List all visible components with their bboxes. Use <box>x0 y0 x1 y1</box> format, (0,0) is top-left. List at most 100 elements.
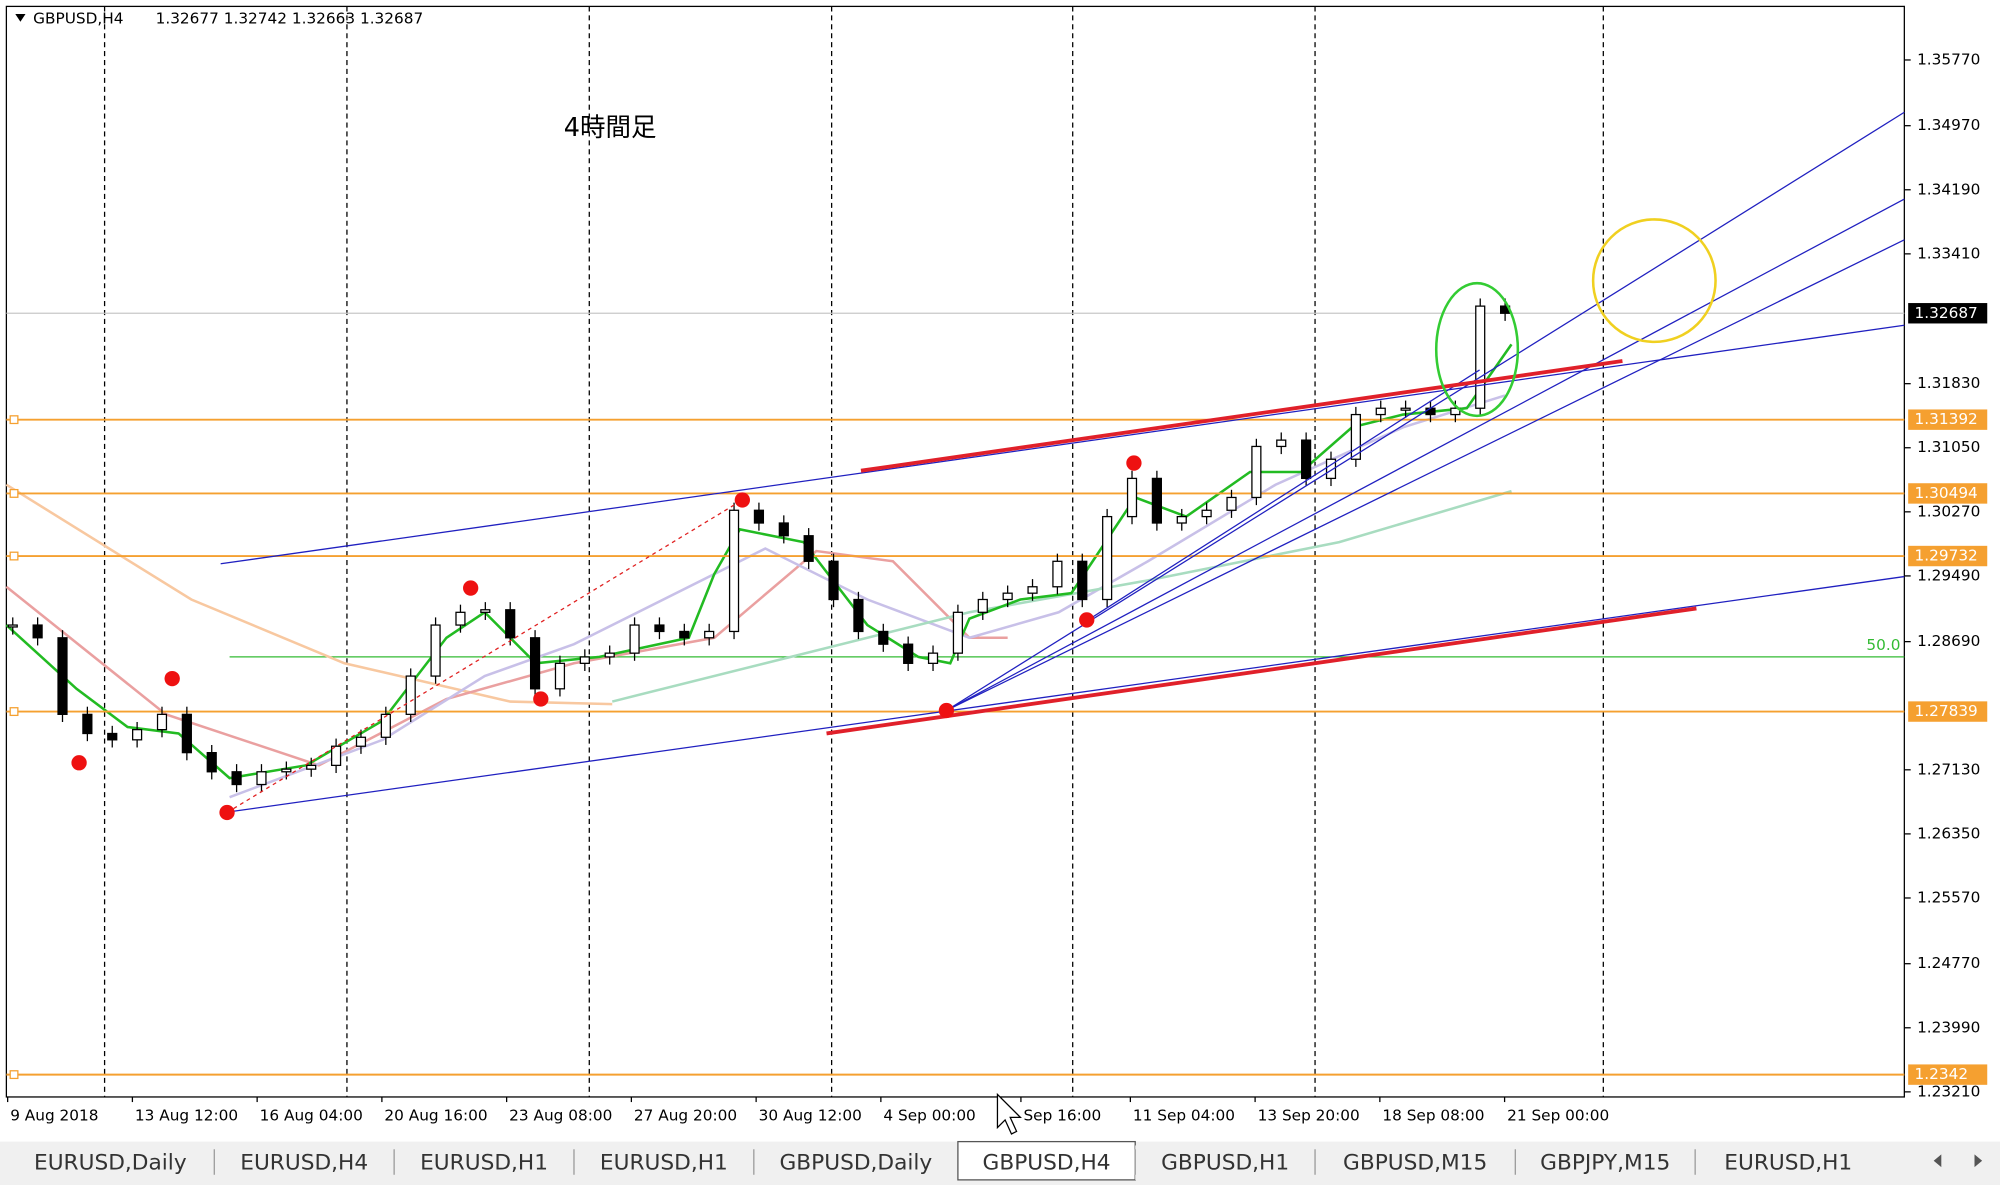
tab-background <box>214 1145 395 1180</box>
current-price-label: 1.32687 <box>1915 304 1978 322</box>
tab[interactable]: GBPUSD,H1 <box>1134 1145 1316 1180</box>
y-tick-label: 1.33410 <box>1917 244 1980 262</box>
level-handle[interactable] <box>9 551 19 561</box>
tab-background <box>1515 1145 1696 1180</box>
green-circle <box>1434 281 1520 418</box>
candle-body <box>853 598 864 633</box>
candle-body <box>380 713 391 738</box>
candle-body <box>927 652 939 664</box>
trendlines <box>220 111 1905 812</box>
y-tick-label: 1.34190 <box>1917 180 1980 198</box>
tab[interactable]: GBPJPY,M15 <box>1514 1145 1696 1180</box>
tab-label: GBPUSD,Daily <box>779 1150 932 1175</box>
tab[interactable]: EURUSD,H1 <box>573 1145 754 1180</box>
tab-label: GBPJPY,M15 <box>1540 1150 1670 1175</box>
plot-frame <box>5 5 1905 1098</box>
dashed-line <box>226 499 743 814</box>
level-label-box <box>1908 409 1988 430</box>
tab-background <box>1315 1145 1516 1180</box>
x-tick-label: 20 Aug 16:00 <box>384 1107 487 1125</box>
tab-scroll-right[interactable] <box>1974 1154 1983 1168</box>
y-tick-label: 1.29490 <box>1917 566 1980 584</box>
y-tick-label: 1.28690 <box>1917 632 1980 650</box>
candle-body <box>156 713 168 731</box>
tab-scroll-left[interactable] <box>1933 1154 1942 1168</box>
y-tick-label: 1.31050 <box>1917 438 1980 456</box>
candle-body <box>828 560 839 601</box>
candle-body <box>679 630 690 639</box>
candle-body <box>1151 477 1162 524</box>
header-arrow[interactable] <box>15 14 26 22</box>
x-tick-label: 27 Aug 20:00 <box>634 1107 737 1125</box>
candle-body <box>1201 509 1212 518</box>
candle-body <box>82 713 93 735</box>
candle-body <box>1027 586 1038 594</box>
level-label: 1.2342 <box>1915 1065 1969 1083</box>
candle-body <box>256 771 267 786</box>
level-label-box <box>1908 483 1988 504</box>
tab[interactable]: GBPUSD,H4 <box>957 1140 1136 1181</box>
mouse-cursor <box>996 1092 1022 1135</box>
tab-label: EURUSD,Daily <box>34 1150 187 1175</box>
time-axis: 9 Aug 2018 13 Aug 12:00 16 Aug 04:00 20 Aug… <box>7 1096 1609 1125</box>
level-label: 1.31392 <box>1915 410 1978 428</box>
level-handle[interactable] <box>9 415 19 425</box>
candle-body <box>704 630 715 639</box>
tab-label: EURUSD,H1 <box>600 1150 728 1175</box>
period-separators <box>103 6 1604 1097</box>
candle-body <box>803 535 814 562</box>
x-tick-label: Sep 16:00 <box>1023 1107 1101 1125</box>
price-axis: 1.35770 1.34970 1.34190 1.33410 1.31830 1.310… <box>1904 50 1988 1100</box>
candle-body <box>1475 305 1486 409</box>
candle-body <box>405 675 416 715</box>
tab-label: EURUSD,H1 <box>420 1150 548 1175</box>
tab[interactable]: EURUSD,H1 <box>393 1145 574 1180</box>
level-handle[interactable] <box>9 1070 19 1080</box>
candle-body <box>107 732 118 741</box>
candle-body <box>181 713 192 754</box>
level-handle[interactable] <box>9 488 19 498</box>
y-tick-label: 1.34970 <box>1917 116 1980 134</box>
candle-body <box>480 609 491 613</box>
tab-background <box>1135 1145 1316 1180</box>
candle-body <box>728 509 740 633</box>
candle-body <box>132 728 143 741</box>
candle-body <box>1350 413 1361 460</box>
y-tick-label: 1.24770 <box>1917 954 1980 972</box>
candle-body <box>1102 515 1113 601</box>
candle-body <box>455 611 466 626</box>
candle-body <box>7 624 18 628</box>
candle-body <box>57 637 68 715</box>
candles <box>7 298 1511 793</box>
current-price-box <box>1908 303 1988 324</box>
annotation: 4時間足 <box>564 113 657 143</box>
x-tick-label: 30 Aug 12:00 <box>759 1107 862 1125</box>
tab-label: EURUSD,H1 <box>1724 1150 1852 1175</box>
red-trendlines <box>826 359 1697 736</box>
candle-body <box>629 624 640 654</box>
level-handle[interactable] <box>9 707 19 717</box>
tab[interactable]: EURUSD,H1 <box>1694 1145 1882 1180</box>
candle-body <box>330 745 342 767</box>
candle-body <box>903 643 914 664</box>
candle-body <box>1052 560 1063 588</box>
tab[interactable]: GBPUSD,M15 <box>1314 1145 1516 1180</box>
tab[interactable]: EURUSD,Daily <box>6 1145 215 1180</box>
candle-body <box>554 662 566 690</box>
candle-body <box>1276 439 1287 448</box>
tab-label: GBPUSD,H4 <box>983 1150 1111 1175</box>
y-tick-label: 1.26350 <box>1917 824 1980 842</box>
x-tick-label: 23 Aug 08:00 <box>509 1107 612 1125</box>
tab[interactable]: EURUSD,H4 <box>213 1145 395 1180</box>
level-label-box <box>1908 1064 1988 1085</box>
y-tick-label: 1.31830 <box>1917 374 1980 392</box>
candle-body <box>1251 445 1262 499</box>
tabs: EURUSD,Daily EURUSD,H4 EURUSD,H1 EURUSD,H1 G… <box>6 1140 1983 1181</box>
tab[interactable]: GBPUSD,Daily <box>753 1145 958 1180</box>
tab-background <box>753 1145 958 1180</box>
tab-background <box>394 1145 574 1180</box>
candle-body <box>1400 407 1411 411</box>
candle-body <box>1301 439 1312 480</box>
candle-body <box>604 652 615 658</box>
